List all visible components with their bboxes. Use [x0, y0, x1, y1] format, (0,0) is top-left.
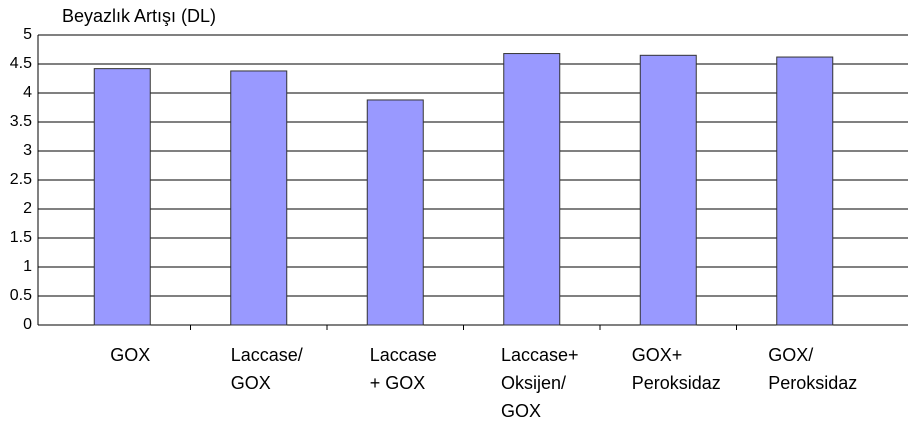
y-tick-label: 5 — [23, 26, 32, 43]
x-tick-label: GOX/ Peroksidaz — [768, 345, 858, 393]
bar — [776, 56, 834, 326]
y-tick-label: 2 — [23, 200, 32, 217]
bar — [230, 70, 288, 326]
bar — [503, 53, 561, 326]
chart-title: Beyazlık Artışı (DL) — [62, 6, 216, 26]
bar — [639, 54, 697, 326]
y-tick-label: 1 — [23, 258, 32, 275]
y-tick-label: 3.5 — [10, 113, 32, 130]
x-tick-label: GOX+ Peroksidaz — [631, 345, 721, 393]
y-tick-label: 3 — [23, 142, 32, 159]
y-tick-label: 0.5 — [10, 287, 32, 304]
x-tick-label: Laccase + GOX — [369, 345, 437, 393]
y-tick-label: 2.5 — [10, 171, 32, 188]
bar — [93, 68, 151, 326]
y-tick-label: 0 — [23, 316, 32, 333]
y-tick-label: 4 — [23, 84, 32, 101]
y-tick-label: 4.5 — [10, 55, 32, 72]
x-tick-label: Laccase/ GOX — [230, 345, 303, 393]
x-tick-label: GOX — [110, 345, 151, 365]
x-tick-label: Laccase+ Oksijen/ GOX — [500, 345, 579, 421]
bar — [366, 99, 424, 326]
y-tick-label: 1.5 — [10, 229, 32, 246]
